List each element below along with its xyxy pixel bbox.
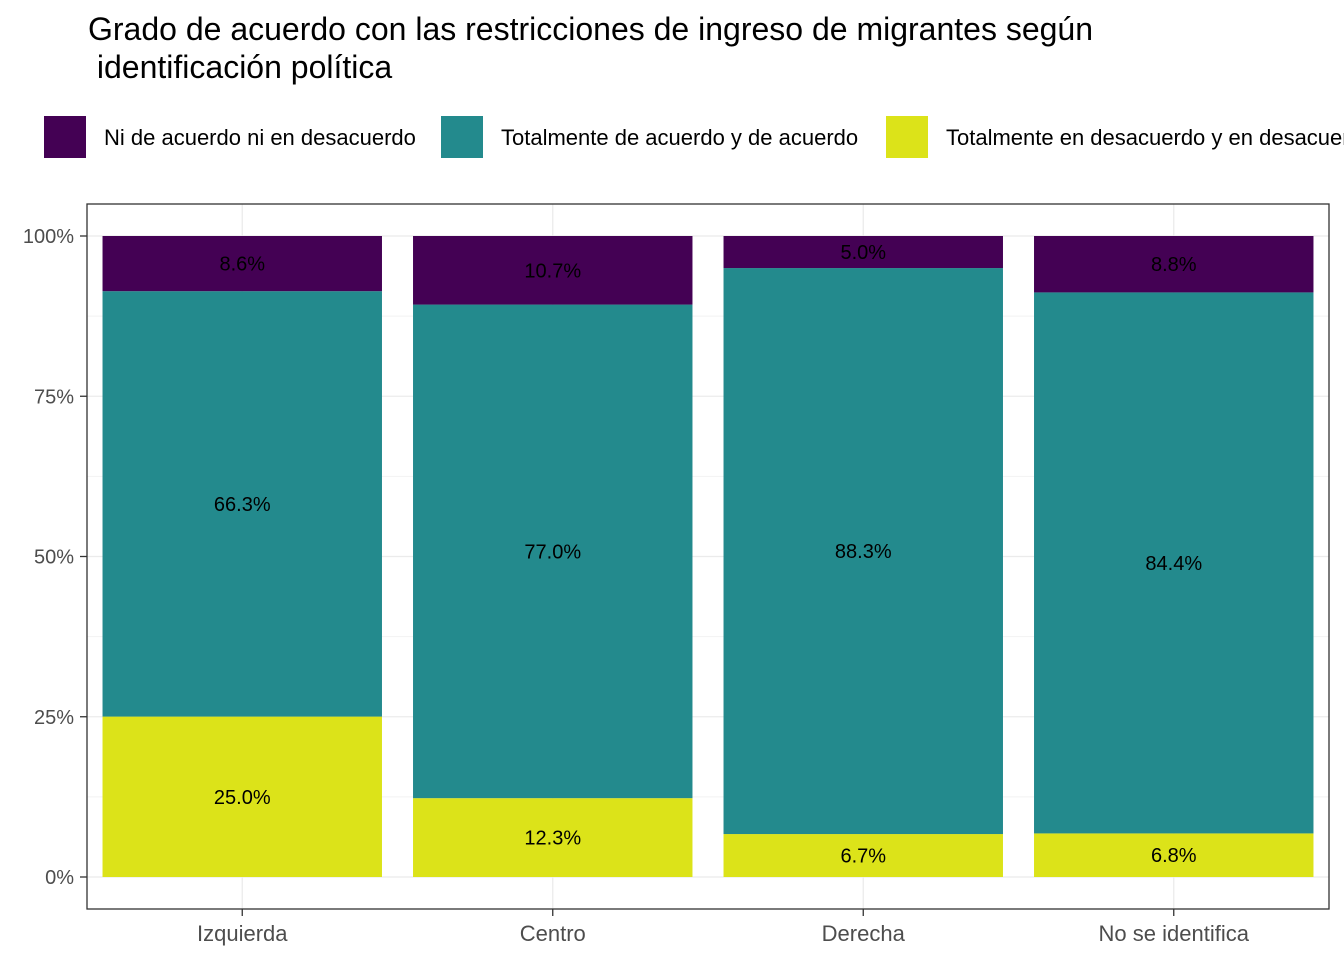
legend-swatch (44, 116, 86, 158)
legend-swatch (441, 116, 483, 158)
y-tick-label: 25% (34, 707, 74, 729)
y-tick-label: 100% (23, 226, 74, 248)
data-label: 5.0% (840, 242, 886, 264)
legend-label: Totalmente de acuerdo y de acuerdo (501, 125, 859, 150)
bar-segment (723, 236, 1003, 269)
bar-segment (413, 236, 693, 305)
data-label: 6.7% (840, 846, 886, 868)
data-label: 25.0% (214, 787, 271, 809)
x-tick-label: Derecha (822, 921, 906, 946)
chart-title: Grado de acuerdo con las restricciones d… (88, 11, 1094, 85)
x-tick-label: Centro (520, 921, 586, 946)
data-label: 88.3% (835, 541, 892, 563)
bar-segment (723, 834, 1003, 877)
bar-segment (413, 304, 693, 799)
bar-segment (1034, 292, 1314, 834)
legend-label: Ni de acuerdo ni en desacuerdo (104, 125, 416, 150)
y-tick-label: 50% (34, 547, 74, 569)
data-label: 8.8% (1151, 254, 1197, 276)
x-tick-label: No se identifica (1099, 921, 1250, 946)
data-label: 66.3% (214, 494, 271, 516)
bar-segment (1034, 236, 1314, 293)
bar-segment (102, 291, 382, 717)
data-labels: 25.0% 66.3% 8.6% 12.3% 77.0% 10.7% 6.7% 88.3% 5.… (214, 242, 1202, 868)
x-axis: Izquierda Centro Derecha No se identifica (197, 909, 1250, 946)
bar-segment (1034, 833, 1314, 877)
bar-segment (102, 236, 382, 292)
data-label: 84.4% (1145, 553, 1202, 575)
data-label: 12.3% (524, 828, 581, 850)
y-axis: 0% 25% 50% 75% 100% (23, 226, 87, 889)
bars (102, 236, 1314, 877)
x-tick-label: Izquierda (197, 921, 288, 946)
data-label: 77.0% (524, 541, 581, 563)
y-tick-label: 75% (34, 386, 74, 408)
data-label: 8.6% (219, 254, 265, 276)
legend-swatch (886, 116, 928, 158)
bar-segment (413, 798, 693, 877)
legend: Ni de acuerdo ni en desacuerdo Totalmente… (44, 116, 1344, 160)
legend-label: Totalmente en desacuerdo y en desacuerdo (946, 125, 1344, 150)
y-tick-label: 0% (45, 867, 74, 889)
bar-segment (102, 716, 382, 877)
bar-segment (723, 268, 1003, 835)
data-label: 6.8% (1151, 845, 1197, 867)
data-label: 10.7% (524, 260, 581, 282)
